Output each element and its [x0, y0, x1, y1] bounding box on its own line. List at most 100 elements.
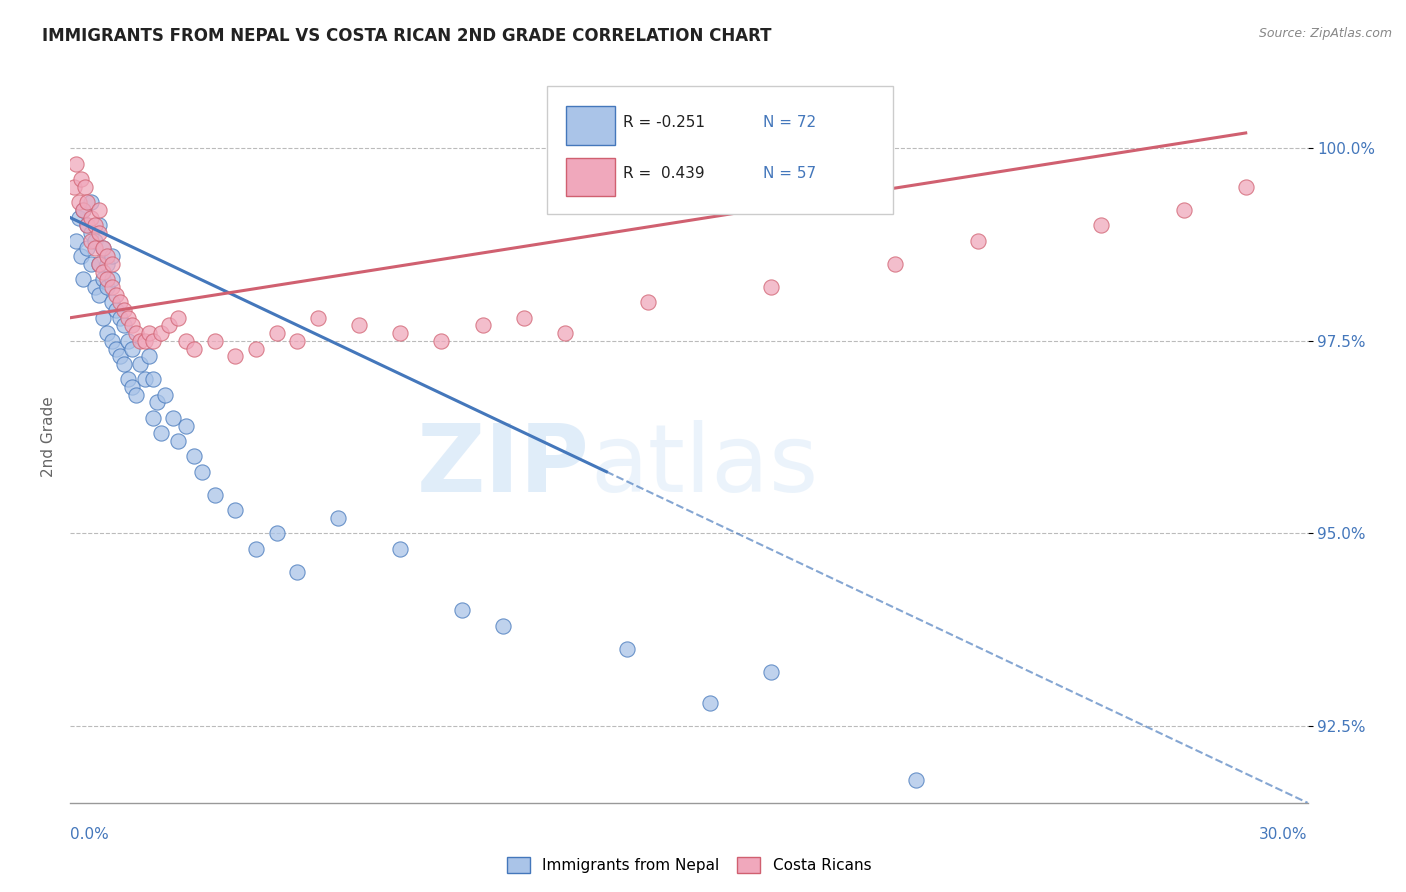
- Point: [125, 326, 148, 340]
- Point: [430, 334, 453, 348]
- Point: [76, 219, 98, 233]
- Point: [112, 357, 135, 371]
- Point: [134, 372, 156, 386]
- Point: [761, 280, 783, 294]
- Point: [96, 257, 118, 271]
- Point: [328, 511, 350, 525]
- Point: [69, 249, 91, 263]
- Point: [67, 195, 90, 210]
- Point: [129, 357, 152, 371]
- Point: [191, 465, 214, 479]
- Point: [72, 272, 94, 286]
- Text: R =  0.439: R = 0.439: [623, 166, 704, 181]
- Point: [174, 334, 197, 348]
- Point: [76, 242, 98, 256]
- Point: [117, 334, 139, 348]
- Point: [142, 334, 165, 348]
- Point: [84, 242, 107, 256]
- Point: [884, 257, 907, 271]
- Point: [183, 450, 205, 464]
- Point: [63, 179, 86, 194]
- Point: [91, 272, 114, 286]
- Point: [89, 226, 111, 240]
- Point: [80, 226, 103, 240]
- Point: [89, 287, 111, 301]
- Point: [389, 541, 412, 556]
- Point: [183, 342, 205, 356]
- Point: [134, 334, 156, 348]
- Point: [84, 219, 107, 233]
- Point: [1173, 202, 1195, 217]
- Text: 30.0%: 30.0%: [1260, 827, 1308, 841]
- Point: [80, 211, 103, 225]
- Point: [471, 318, 494, 333]
- Point: [142, 372, 165, 386]
- Point: [100, 249, 122, 263]
- Point: [125, 388, 148, 402]
- Point: [150, 426, 173, 441]
- Point: [89, 257, 111, 271]
- Point: [91, 310, 114, 325]
- Point: [307, 310, 329, 325]
- Point: [904, 772, 927, 787]
- Point: [67, 211, 90, 225]
- Point: [389, 326, 412, 340]
- Point: [245, 541, 267, 556]
- Point: [96, 249, 118, 263]
- Point: [104, 342, 127, 356]
- Point: [285, 565, 308, 579]
- Point: [224, 503, 246, 517]
- Legend: Immigrants from Nepal, Costa Ricans: Immigrants from Nepal, Costa Ricans: [501, 851, 877, 880]
- Point: [76, 195, 98, 210]
- Text: Source: ZipAtlas.com: Source: ZipAtlas.com: [1258, 27, 1392, 40]
- Point: [285, 334, 308, 348]
- Point: [138, 349, 160, 363]
- Point: [89, 219, 111, 233]
- Point: [966, 234, 988, 248]
- Point: [100, 280, 122, 294]
- Point: [112, 303, 135, 318]
- Point: [204, 488, 226, 502]
- Point: [89, 202, 111, 217]
- Point: [108, 310, 131, 325]
- Point: [80, 195, 103, 210]
- Text: IMMIGRANTS FROM NEPAL VS COSTA RICAN 2ND GRADE CORRELATION CHART: IMMIGRANTS FROM NEPAL VS COSTA RICAN 2ND…: [42, 27, 772, 45]
- Point: [100, 334, 122, 348]
- Point: [616, 641, 638, 656]
- Point: [73, 179, 96, 194]
- FancyBboxPatch shape: [567, 158, 614, 195]
- Point: [204, 334, 226, 348]
- Point: [146, 395, 169, 409]
- Point: [96, 280, 118, 294]
- Point: [121, 318, 143, 333]
- Y-axis label: 2nd Grade: 2nd Grade: [41, 397, 56, 477]
- Text: atlas: atlas: [591, 420, 818, 512]
- FancyBboxPatch shape: [567, 106, 614, 145]
- Point: [72, 202, 94, 217]
- Text: N = 57: N = 57: [763, 166, 817, 181]
- Text: R = -0.251: R = -0.251: [623, 115, 706, 130]
- Point: [100, 257, 122, 271]
- Point: [121, 380, 143, 394]
- Point: [91, 242, 114, 256]
- Point: [117, 372, 139, 386]
- Point: [65, 234, 87, 248]
- Point: [96, 326, 118, 340]
- Point: [1234, 179, 1257, 194]
- Point: [162, 410, 184, 425]
- Point: [84, 234, 107, 248]
- Point: [347, 318, 370, 333]
- Point: [174, 418, 197, 433]
- Point: [761, 665, 783, 679]
- Point: [80, 257, 103, 271]
- Point: [104, 303, 127, 318]
- Point: [100, 272, 122, 286]
- Point: [96, 272, 118, 286]
- Point: [91, 242, 114, 256]
- Point: [166, 434, 188, 448]
- Point: [121, 342, 143, 356]
- Point: [451, 603, 474, 617]
- Point: [138, 326, 160, 340]
- Point: [104, 287, 127, 301]
- Point: [129, 334, 152, 348]
